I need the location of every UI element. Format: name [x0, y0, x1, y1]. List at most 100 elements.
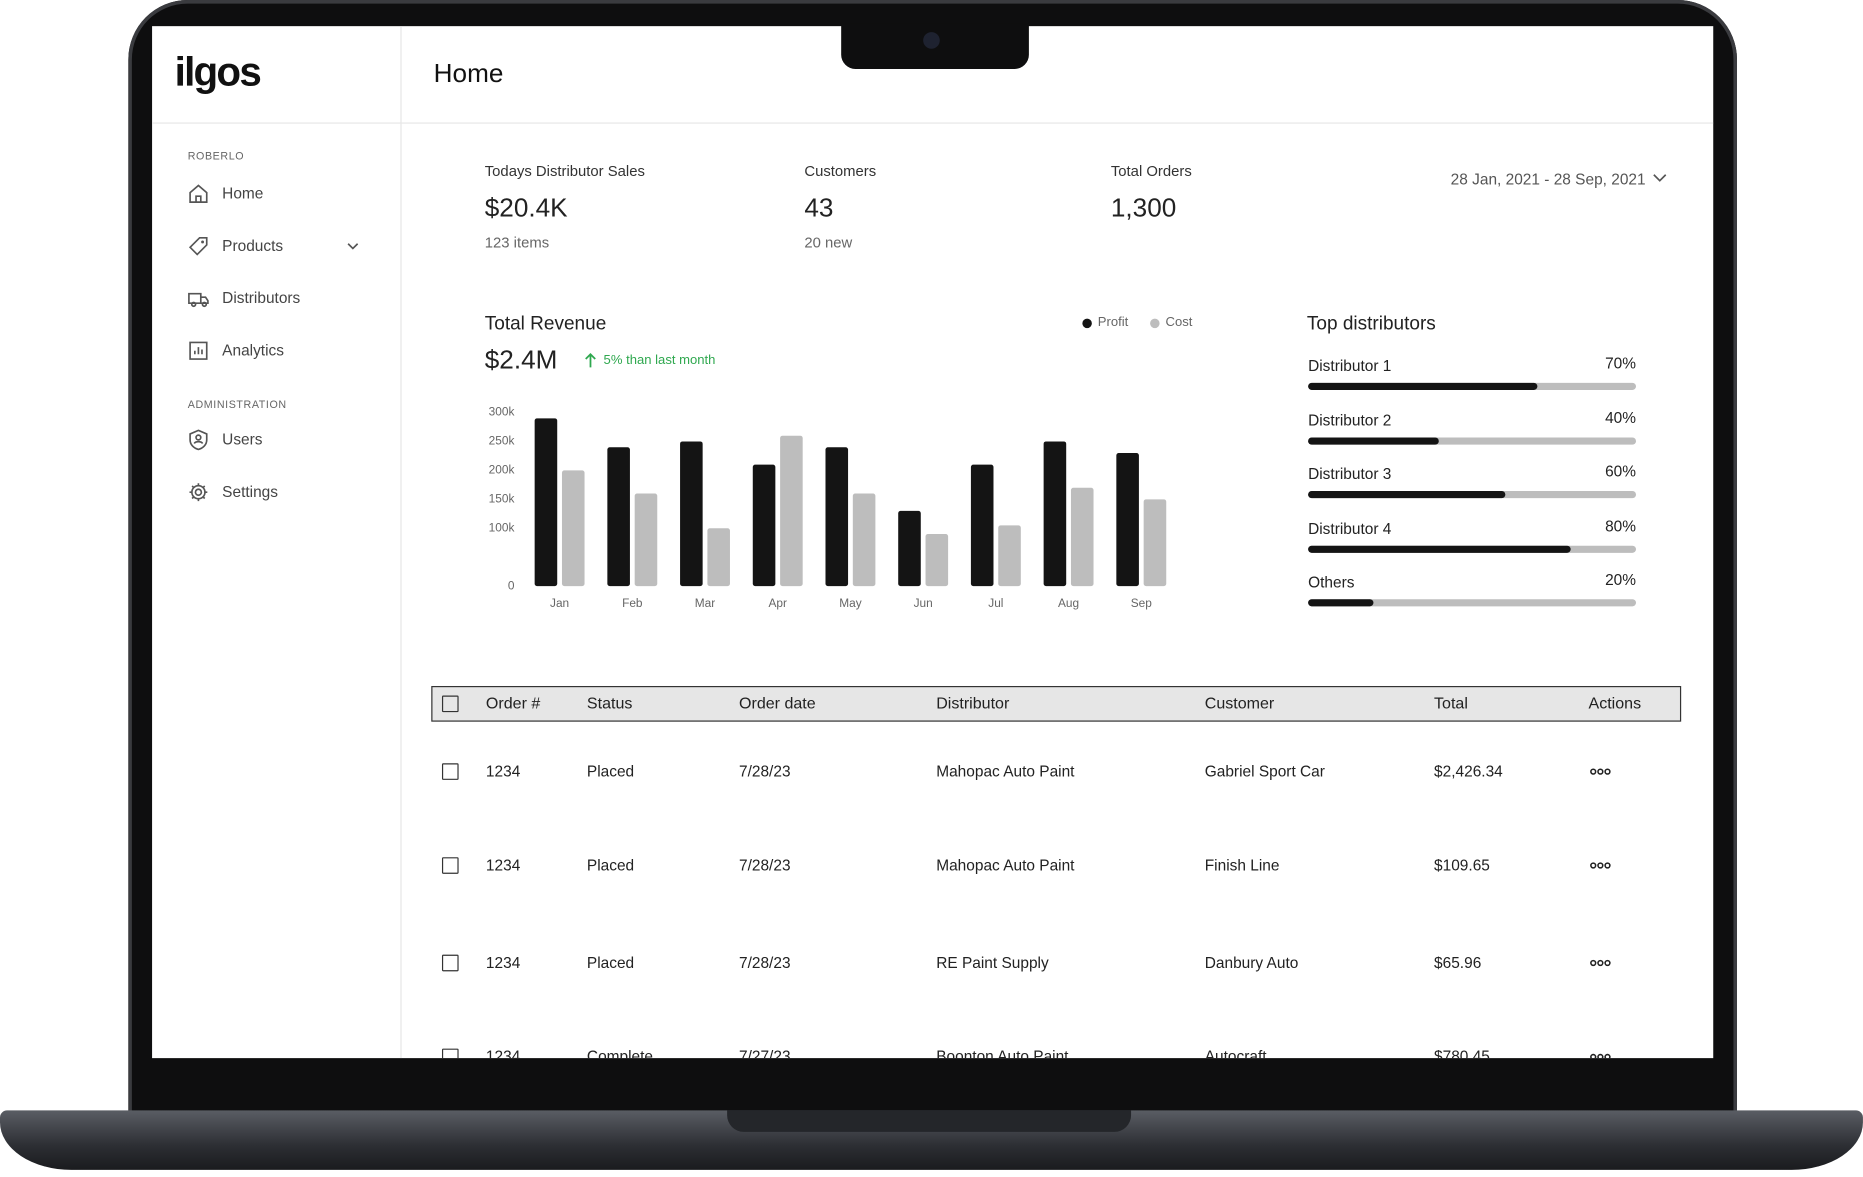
table-cell: $109.65 — [1434, 856, 1490, 874]
kpi-label: Customers — [804, 162, 877, 180]
x-tick-label: Aug — [1058, 596, 1079, 610]
distributor-track — [1308, 437, 1637, 445]
bar — [998, 525, 1021, 587]
column-header: Customer — [1204, 694, 1275, 713]
table-cell: Placed — [586, 762, 635, 780]
x-tick-label: Feb — [622, 596, 643, 610]
table-cell: Gabriel Sport Car — [1204, 762, 1325, 780]
bar — [680, 441, 703, 587]
kpi-value: 43 — [804, 192, 834, 223]
table-cell: Complete — [586, 1047, 654, 1059]
legend-label: Profit — [1097, 315, 1129, 330]
column-header: Order # — [485, 694, 541, 713]
camera — [923, 32, 940, 49]
y-tick-label: 100k — [489, 520, 515, 534]
bar — [634, 493, 658, 587]
bar — [1116, 453, 1139, 587]
kpi-label: Total Orders — [1110, 162, 1192, 180]
table-cell: Finish Line — [1204, 856, 1280, 874]
table-cell: 1234 — [485, 856, 521, 874]
table-cell: Mahopac Auto Paint — [936, 762, 1075, 780]
row-actions[interactable] — [1590, 1046, 1611, 1059]
table-cell: $2,426.34 — [1434, 762, 1503, 780]
checkbox[interactable] — [441, 954, 459, 972]
distributor-bar — [1308, 382, 1538, 390]
revenue-chart: 0 100k 150k 200k 250k 300k Jan Feb Mar Apr May Jun J… — [489, 405, 1167, 610]
table-cell: 1234 — [485, 953, 521, 972]
date-range[interactable]: 28 Jan, 2021 - 28 Sep, 2021 — [1450, 170, 1646, 188]
distributor-value: 20% — [1605, 570, 1637, 589]
y-tick-label: 250k — [489, 434, 515, 448]
y-tick-label: 150k — [489, 491, 515, 505]
bar — [825, 447, 849, 587]
checkbox[interactable] — [441, 857, 459, 874]
kpi-sub: 20 new — [804, 234, 853, 251]
revenue-total: $2.4M — [484, 344, 558, 375]
column-header: Actions — [1588, 694, 1642, 713]
nav-item[interactable]: Users — [222, 430, 263, 449]
distributor-label: Distributor 1 — [1308, 356, 1392, 375]
table-cell: 1234 — [485, 762, 521, 780]
checkbox[interactable] — [441, 763, 459, 780]
column-header: Status — [586, 694, 633, 713]
bar — [752, 464, 776, 587]
bar — [1143, 499, 1167, 587]
logo: ilgos — [174, 49, 262, 96]
checkbox[interactable] — [441, 1048, 459, 1059]
nav-icon[interactable] — [188, 482, 209, 503]
x-tick-label: Jun — [914, 596, 933, 610]
x-tick-label: Jul — [988, 596, 1003, 610]
nav-icon[interactable] — [188, 429, 209, 451]
distributors-title: Top distributors — [1306, 313, 1436, 335]
table-cell: Placed — [586, 856, 635, 874]
table-cell: 7/28/23 — [738, 762, 791, 780]
table-cell: $780.45 — [1434, 1047, 1490, 1059]
sidebar-divider — [400, 26, 402, 1059]
table-cell: 7/28/23 — [738, 953, 791, 972]
nav-item[interactable]: Distributors — [222, 288, 301, 307]
dropdown-chevron[interactable] — [1653, 172, 1667, 184]
bar — [898, 510, 921, 587]
bar — [707, 528, 730, 587]
kpi-value: 1,300 — [1110, 192, 1177, 223]
row-actions[interactable] — [1590, 761, 1611, 782]
distributor-label: Distributor 4 — [1308, 519, 1392, 538]
table-cell: 7/28/23 — [738, 856, 791, 874]
nav-item[interactable]: Home — [222, 184, 264, 203]
distributor-value: 80% — [1605, 517, 1637, 536]
bar — [925, 534, 949, 587]
checkbox[interactable] — [441, 695, 459, 713]
nav-item[interactable]: Products — [222, 236, 284, 255]
header-divider — [152, 122, 1714, 124]
section-label: ADMINISTRATION — [187, 398, 287, 411]
kpi-sub: 123 items — [484, 234, 550, 251]
distributor-bar — [1308, 545, 1571, 553]
nav-icon[interactable] — [188, 183, 209, 204]
nav-icon[interactable] — [188, 235, 209, 256]
bar — [1043, 441, 1067, 587]
screen: ilgos Home ROBERLO ADMINISTRATION 28 Jan… — [152, 26, 1714, 1059]
nav-icon[interactable] — [188, 340, 209, 361]
distributor-bar — [1308, 599, 1374, 607]
distributor-bar — [1308, 437, 1440, 445]
table-cell: 1234 — [485, 1047, 521, 1059]
table-cell: RE Paint Supply — [936, 953, 1049, 972]
bar — [534, 418, 558, 587]
nav-item[interactable]: Analytics — [222, 341, 284, 360]
nav-icon[interactable] — [188, 288, 209, 309]
table-header — [431, 685, 1682, 722]
table-cell: 7/27/23 — [738, 1047, 791, 1059]
kpi-label: Todays Distributor Sales — [484, 162, 645, 180]
nav-item[interactable]: Settings — [222, 482, 278, 501]
distributor-label: Distributor 2 — [1308, 411, 1392, 430]
nav-chevron[interactable] — [342, 235, 363, 256]
column-header: Total — [1434, 694, 1468, 713]
row-actions[interactable] — [1590, 952, 1611, 973]
y-tick-label: 0 — [508, 578, 515, 592]
row-actions[interactable] — [1590, 855, 1611, 876]
bar — [970, 464, 994, 587]
x-tick-label: Apr — [768, 596, 787, 610]
base-notch — [727, 1110, 1132, 1132]
